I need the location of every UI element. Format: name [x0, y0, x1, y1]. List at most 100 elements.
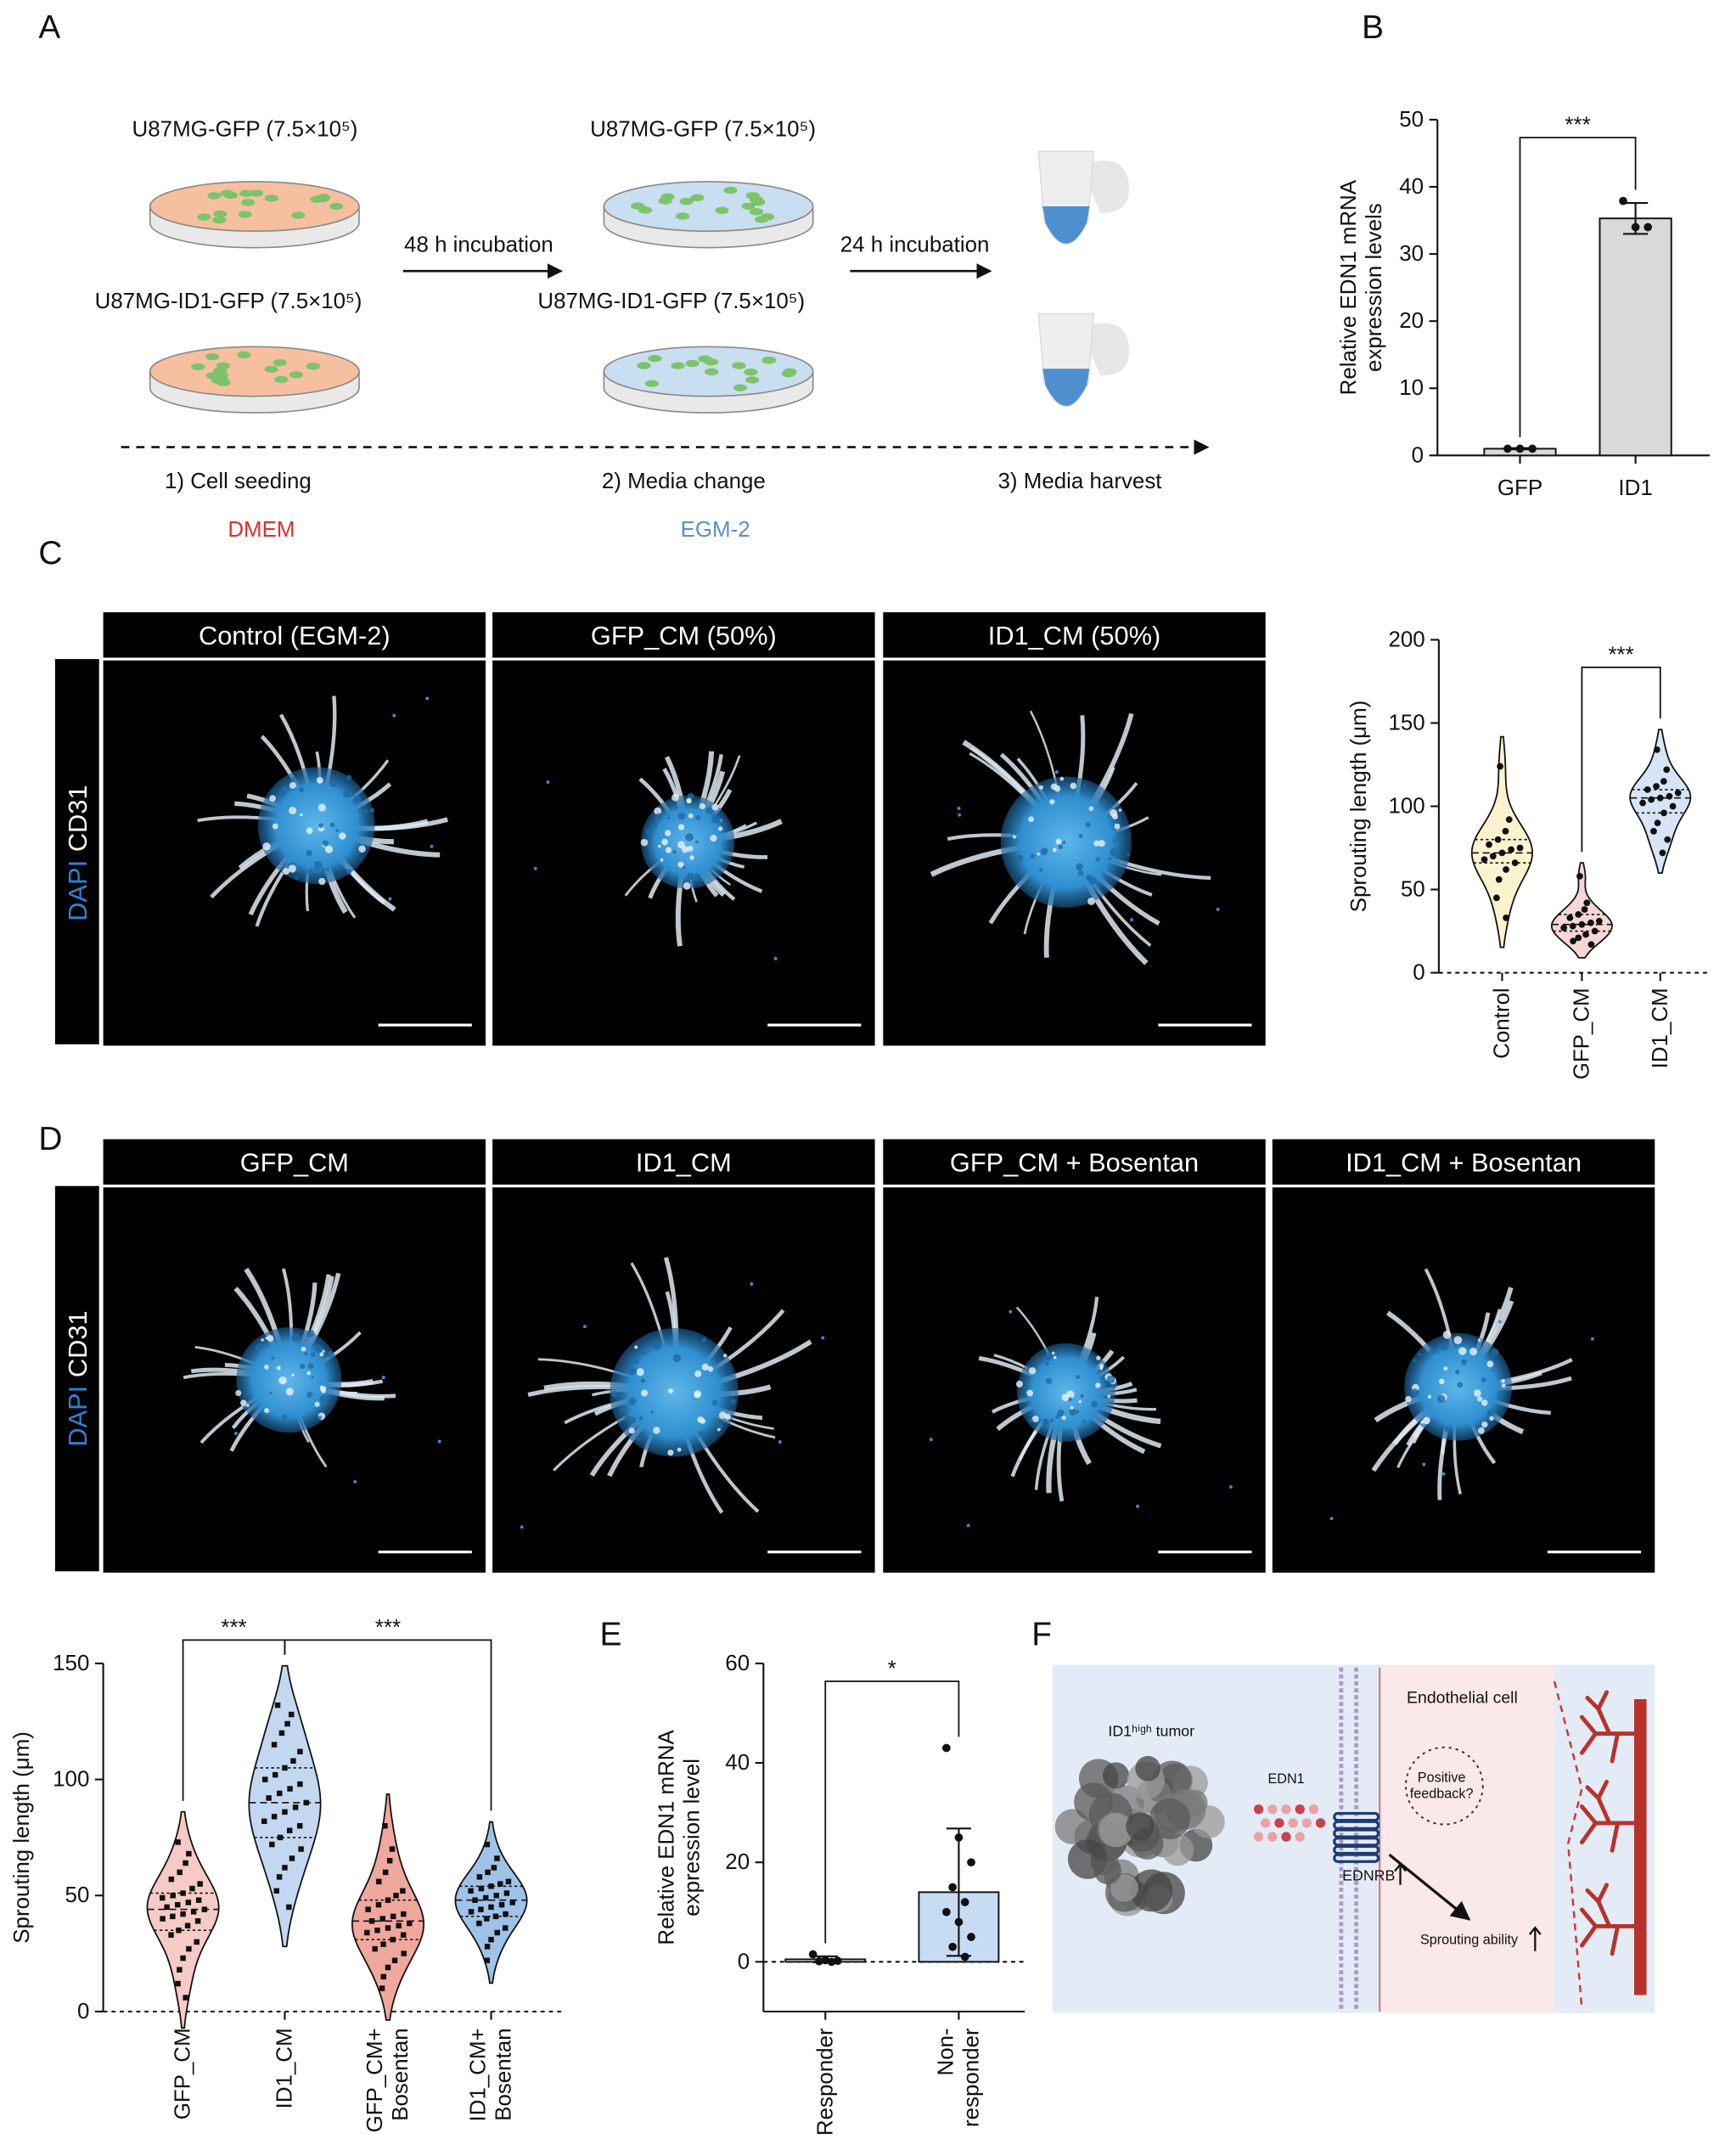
debris: [957, 807, 961, 810]
cell: [207, 192, 222, 200]
cell-speck: [1477, 1396, 1483, 1402]
cell-speck: [707, 1365, 714, 1372]
data-point: [1644, 785, 1651, 793]
data-point: [1660, 809, 1667, 817]
cell-speck: [619, 1405, 625, 1411]
cell-speck: [650, 1410, 655, 1415]
cell-speck: [288, 864, 297, 873]
cell-speck: [321, 867, 326, 872]
panel-letter: D: [38, 1121, 62, 1157]
spheroid-core: [610, 1327, 739, 1457]
cell-speck: [304, 1352, 308, 1356]
edn1-molecule: [1281, 1832, 1291, 1842]
data-point: [286, 1827, 293, 1833]
dish-medium: [149, 181, 360, 233]
cell-speck: [711, 815, 720, 824]
incubation-label: 24 h incubation: [840, 233, 990, 256]
dish-label: U87MG-ID1-GFP (7.5×10⁵): [95, 290, 362, 313]
cell: [781, 369, 796, 378]
stain-label: DAPI CD31: [62, 1310, 92, 1446]
data-point: [284, 1720, 290, 1727]
y-tick-label: 150: [53, 1652, 89, 1675]
data-point: [298, 1846, 304, 1852]
cell-speck: [339, 832, 346, 840]
x-tick-label: Control: [1490, 988, 1514, 1059]
debris: [437, 1439, 441, 1444]
data-point: [282, 1865, 288, 1871]
data-point: [380, 1941, 386, 1947]
cell: [216, 362, 231, 370]
cell-speck: [306, 1391, 313, 1399]
data-point: [282, 1809, 288, 1815]
cell-speck: [1038, 785, 1044, 790]
cell-speck: [1053, 1355, 1057, 1359]
tumor-label: ID1ʰⁱᵍʰ tumor: [1108, 1722, 1194, 1739]
data-point: [502, 1925, 509, 1931]
cell-speck: [711, 1399, 718, 1406]
data-point: [493, 1892, 499, 1899]
stain-dapi: DAPI: [62, 860, 92, 921]
cell-speck: [1497, 1393, 1502, 1399]
data-point: [170, 1892, 176, 1899]
y-tick-label: 60: [725, 1652, 750, 1675]
cell-speck: [1461, 1359, 1468, 1365]
image-header: [492, 612, 875, 658]
tumor-cell: [1093, 1856, 1121, 1885]
cell-speck: [1054, 785, 1061, 792]
edn1-molecule: [1261, 1818, 1271, 1828]
cell-speck: [1037, 852, 1041, 856]
data-point: [1587, 919, 1594, 926]
cell-speck: [1093, 840, 1100, 847]
cell-speck: [1049, 1418, 1054, 1422]
cell-speck: [307, 1362, 314, 1370]
significance-label: ***: [221, 1616, 246, 1640]
cell: [648, 354, 662, 363]
ligand-label: EDN1: [1267, 1771, 1304, 1787]
data-point: [175, 1901, 181, 1908]
tube-liquid: [1042, 369, 1090, 406]
cell-speck: [1440, 1343, 1448, 1351]
debris: [1590, 1337, 1594, 1341]
cell-speck: [1455, 1370, 1460, 1375]
cell-speck: [300, 1364, 306, 1370]
cell-speck: [687, 846, 694, 853]
cell-speck: [677, 824, 685, 830]
data-point: [1674, 789, 1682, 797]
y-tick-label: 200: [1388, 628, 1424, 651]
cell-speck: [306, 1371, 312, 1376]
data-point: [488, 1904, 494, 1911]
data-point: [372, 1945, 378, 1952]
cell-speck: [352, 795, 362, 804]
data-point: [1498, 849, 1506, 857]
cell-speck: [1481, 1376, 1486, 1382]
cell-speck: [320, 1385, 324, 1390]
data-point: [1481, 856, 1488, 864]
y-tick-label: 50: [1401, 878, 1425, 902]
y-tick-label: 50: [1399, 108, 1424, 132]
cell-speck: [718, 1411, 727, 1419]
cell-speck: [1059, 776, 1065, 781]
data-point: [948, 1883, 957, 1892]
cell-speck: [661, 838, 668, 846]
data-point: [277, 1834, 284, 1841]
cell: [671, 362, 685, 369]
panel-letter: E: [600, 1616, 622, 1652]
cell-speck: [285, 1388, 294, 1396]
data-point: [1494, 836, 1502, 843]
data-point: [1569, 922, 1576, 930]
cell-speck: [697, 1416, 704, 1423]
cell-speck: [655, 813, 662, 820]
data-point: [297, 1748, 303, 1755]
data-point: [1486, 841, 1492, 848]
x-tick-label: ID1: [1618, 476, 1652, 500]
data-point: [185, 1900, 192, 1905]
edn1-molecule: [1267, 1804, 1278, 1815]
cell: [241, 199, 256, 206]
cell-speck: [1059, 1438, 1064, 1443]
cell-speck: [242, 1405, 247, 1410]
data-point: [368, 1918, 375, 1924]
cell-speck: [683, 881, 691, 890]
cell-speck: [235, 1390, 242, 1397]
cell-speck: [1453, 1336, 1463, 1345]
data-point: [468, 1909, 475, 1915]
